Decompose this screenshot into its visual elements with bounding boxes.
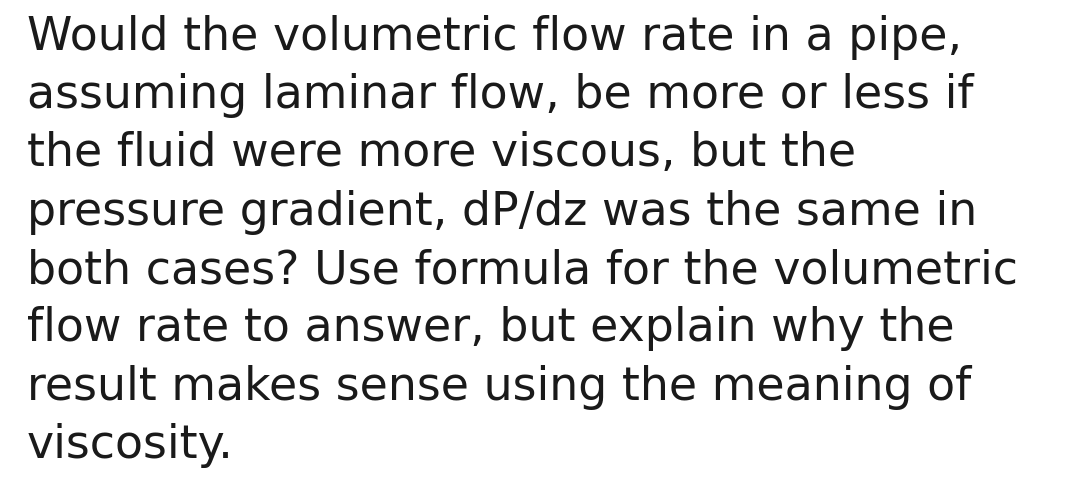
Text: Would the volumetric flow rate in a pipe,
assuming laminar flow, be more or less: Would the volumetric flow rate in a pipe… [27, 15, 1018, 468]
